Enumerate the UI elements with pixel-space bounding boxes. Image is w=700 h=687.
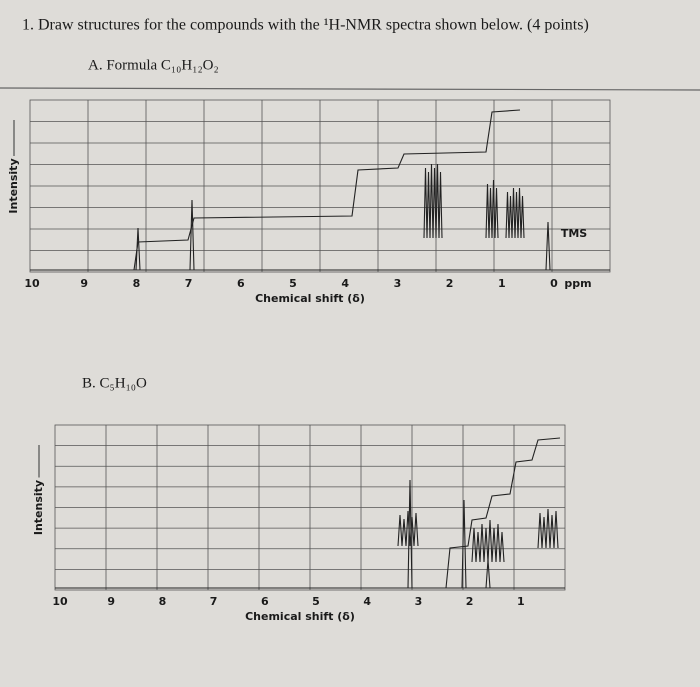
y-axis-title: Intensity <box>32 480 45 535</box>
peak <box>545 221 551 271</box>
x-tick-label: 5 <box>289 277 297 290</box>
peak <box>423 163 443 239</box>
peak <box>461 499 467 589</box>
x-tick-label: 0 <box>550 277 558 290</box>
x-tick-label: 4 <box>341 277 349 290</box>
x-tick-label: 1 <box>498 277 506 290</box>
peak <box>407 479 413 589</box>
x-tick-label: 6 <box>261 595 269 608</box>
question: 1. Draw structures for the compounds wit… <box>22 17 589 34</box>
peak <box>537 508 559 549</box>
peak <box>135 227 141 271</box>
x-tick-label: 7 <box>210 595 218 608</box>
x-unit: ppm <box>564 277 591 290</box>
x-tick-label: 8 <box>159 595 167 608</box>
x-tick-label: 3 <box>415 595 423 608</box>
spectrum-b: 10 9 8 7 6 5 4 3 2 1 Chemical shift (δ) Intensity <box>32 424 566 623</box>
x-axis-title: Chemical shift (δ) <box>255 292 365 305</box>
integral-curve <box>440 437 561 589</box>
rule <box>0 87 700 91</box>
x-tick-label: 3 <box>394 277 402 290</box>
x-tick-label: 5 <box>312 595 320 608</box>
x-tick-label: 2 <box>466 595 474 608</box>
part-a-label: A. Formula C₁₀H₁₂O₂ <box>88 57 219 73</box>
peak <box>485 559 491 589</box>
part-b-label: B. C₅H₁₀O <box>82 375 147 391</box>
x-tick-label: 2 <box>446 277 454 290</box>
x-tick-label: 7 <box>185 277 193 290</box>
x-axis-title: Chemical shift (δ) <box>245 610 355 623</box>
peak <box>485 179 499 239</box>
peak <box>505 187 525 239</box>
x-tick-label: 10 <box>24 277 40 290</box>
x-tick-label: 6 <box>237 277 245 290</box>
peak <box>397 510 419 547</box>
x-tick-label: 4 <box>363 595 371 608</box>
x-tick-label: 9 <box>107 595 115 608</box>
peak <box>189 199 195 271</box>
reference-label: TMS <box>561 227 587 240</box>
x-tick-label: 8 <box>133 277 141 290</box>
y-axis-title: Intensity <box>7 158 20 213</box>
x-tick-label: 1 <box>517 595 525 608</box>
x-tick-label: 9 <box>80 277 88 290</box>
x-tick-label: 10 <box>52 595 68 608</box>
